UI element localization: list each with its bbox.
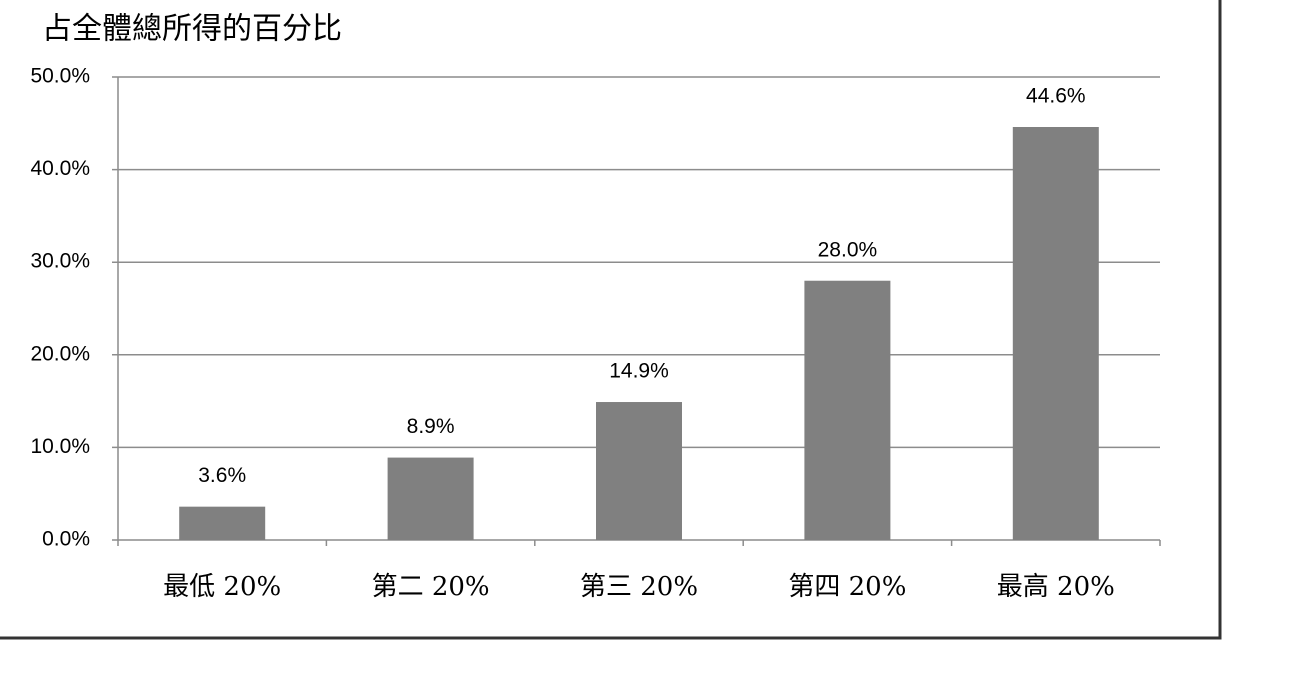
bar xyxy=(804,280,891,540)
y-tick-label: 30.0% xyxy=(30,250,90,273)
data-label: 44.6% xyxy=(1026,85,1086,108)
y-tick-label: 10.0% xyxy=(30,435,90,458)
data-label: 28.0% xyxy=(818,238,878,261)
x-tick-label: 最高 20% xyxy=(997,572,1115,602)
x-tick-label: 第三 20% xyxy=(580,572,698,602)
bar xyxy=(596,402,682,540)
bar xyxy=(387,457,474,540)
data-label: 14.9% xyxy=(609,360,669,383)
y-tick-label: 20.0% xyxy=(30,342,90,365)
bar xyxy=(1012,127,1099,540)
x-tick-label: 第二 20% xyxy=(372,572,490,602)
data-label: 8.9% xyxy=(407,415,455,438)
data-label: 3.6% xyxy=(198,464,246,487)
y-tick-label: 50.0% xyxy=(30,65,90,88)
chart-title: 占全體總所得的百分比 xyxy=(42,12,342,47)
y-tick-label: 0.0% xyxy=(42,528,90,551)
x-tick-label: 最低 20% xyxy=(163,572,281,602)
bar xyxy=(179,506,266,540)
y-tick-label: 40.0% xyxy=(30,157,90,180)
x-tick-label: 第四 20% xyxy=(788,572,906,602)
